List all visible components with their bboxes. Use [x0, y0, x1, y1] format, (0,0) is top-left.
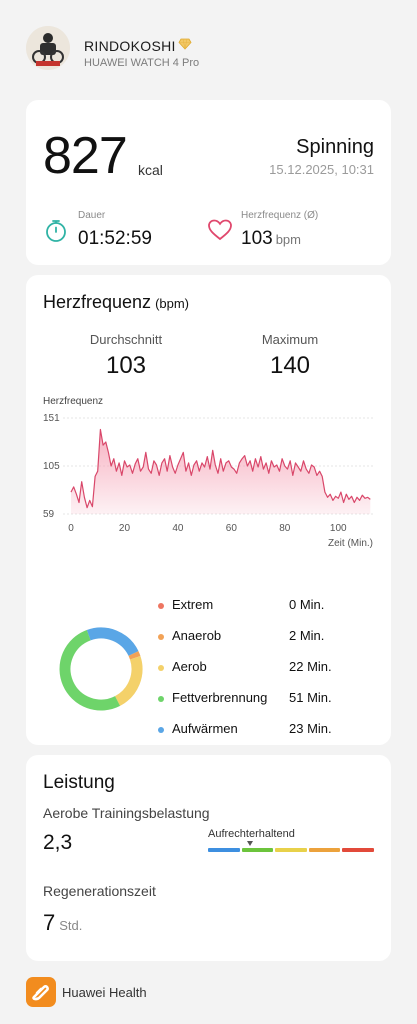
avatar[interactable] — [26, 26, 70, 70]
app-footer[interactable]: Huawei Health — [26, 977, 226, 1009]
load-level-scale — [208, 848, 374, 852]
y-tick-label: 59 — [43, 509, 55, 520]
app-name: Huawei Health — [62, 985, 147, 1000]
workout-type: Spinning — [296, 136, 374, 158]
device-name: HUAWEI WATCH 4 Pro — [84, 57, 200, 69]
zone-name: Aerob — [172, 659, 207, 674]
diamond-icon — [178, 38, 192, 50]
donut-slice-aerob — [114, 656, 143, 706]
x-tick-label: 100 — [330, 523, 347, 534]
zone-color-dot — [158, 634, 164, 640]
scale-segment — [342, 848, 374, 852]
calories-value: 827 — [43, 127, 128, 185]
zone-row: Fettverbrennung 51 Min. — [158, 690, 378, 710]
x-tick-label: 0 — [68, 523, 74, 534]
zone-row: Aerob 22 Min. — [158, 659, 378, 679]
zone-row: Anaerob 2 Min. — [158, 628, 378, 648]
hr-area-fill — [71, 429, 371, 514]
heart-rate-title: Herzfrequenz (bpm) — [43, 292, 189, 313]
hr-average-label: Durchschnitt — [89, 332, 163, 347]
heart-icon — [208, 219, 232, 241]
zone-row: Extrem 0 Min. — [158, 597, 378, 617]
recovery-time-number: 7 — [43, 910, 56, 935]
zone-row: Aufwärmen 23 Min. — [158, 721, 378, 741]
load-level-label: Aufrechterhaltend — [208, 828, 295, 840]
duration-label: Dauer — [78, 210, 106, 221]
recovery-time-unit: Std. — [59, 918, 83, 933]
hr-maximum-label: Maximum — [261, 332, 319, 347]
zone-time: 23 Min. — [289, 721, 332, 736]
workout-summary-card: 827 kcal Spinning 15.12.2025, 10:31 Daue… — [26, 100, 391, 265]
zone-color-dot — [158, 727, 164, 733]
zone-name: Anaerob — [172, 628, 222, 643]
performance-card: Leistung Aerobe Trainingsbelastung 2,3 A… — [26, 755, 391, 961]
zone-time: 0 Min. — [289, 597, 325, 612]
zone-donut-chart — [59, 627, 143, 711]
x-tick-label: 80 — [279, 523, 291, 534]
hr-avg-value: 103 bpm — [241, 228, 301, 250]
duration-value: 01:52:59 — [78, 228, 152, 249]
hr-avg-label: Herzfrequenz (Ø) — [241, 210, 319, 221]
load-level-marker — [246, 841, 253, 846]
aerobic-load-label: Aerobe Trainingsbelastung — [43, 805, 210, 821]
profile-header: RINDOKOSHI HUAWEI WATCH 4 Pro — [26, 26, 396, 76]
zone-name: Fettverbrennung — [172, 690, 268, 705]
heart-rate-title-text: Herzfrequenz — [43, 292, 152, 312]
donut-slice-fettverbrennung — [59, 630, 121, 711]
hr-avg-unit: bpm — [275, 232, 301, 247]
stopwatch-icon — [46, 220, 66, 242]
x-tick-label: 60 — [226, 523, 238, 534]
y-tick-label: 105 — [43, 461, 60, 472]
aerobic-load-value: 2,3 — [43, 831, 73, 854]
zone-name: Extrem — [172, 597, 214, 612]
recovery-time-label: Regenerationszeit — [43, 883, 156, 899]
y-tick-label: 151 — [43, 413, 60, 424]
scale-segment — [241, 848, 274, 852]
scale-segment — [275, 848, 307, 852]
calories-unit: kcal — [138, 162, 163, 178]
zone-color-dot — [158, 665, 164, 671]
zone-color-dot — [158, 603, 164, 609]
zone-time: 2 Min. — [289, 628, 325, 643]
donut-slice-aufwärmen — [86, 627, 139, 657]
x-tick-label: 20 — [119, 523, 131, 534]
chart-y-label: Herzfrequenz — [43, 396, 104, 407]
x-tick-label: 40 — [172, 523, 184, 534]
zone-time: 22 Min. — [289, 659, 332, 674]
heart-rate-chart[interactable]: 151 105 59 0 20 40 60 80 100 Zeit (Min.) — [26, 410, 391, 560]
workout-date: 15.12.2025, 10:31 — [269, 162, 374, 177]
heart-rate-card: Herzfrequenz (bpm) Durchschnitt 103 Maxim… — [26, 275, 391, 745]
zone-name: Aufwärmen — [172, 721, 238, 736]
scale-segment — [208, 848, 240, 852]
zone-color-dot — [158, 696, 164, 702]
huawei-health-logo-icon — [26, 977, 56, 1007]
recovery-time-value: 7 Std. — [43, 910, 82, 936]
scale-segment — [308, 848, 341, 852]
hr-avg-number: 103 — [241, 228, 273, 249]
heart-rate-title-unit: (bpm) — [155, 296, 190, 311]
user-name: RINDOKOSHI — [84, 38, 176, 54]
hr-maximum-value: 140 — [269, 352, 311, 379]
zone-time: 51 Min. — [289, 690, 332, 705]
performance-title: Leistung — [43, 772, 115, 793]
hr-average-value: 103 — [105, 352, 147, 379]
x-axis-label: Zeit (Min.) — [328, 538, 373, 549]
donut-slice-anaerob — [128, 651, 141, 660]
hr-series-line — [70, 428, 371, 509]
